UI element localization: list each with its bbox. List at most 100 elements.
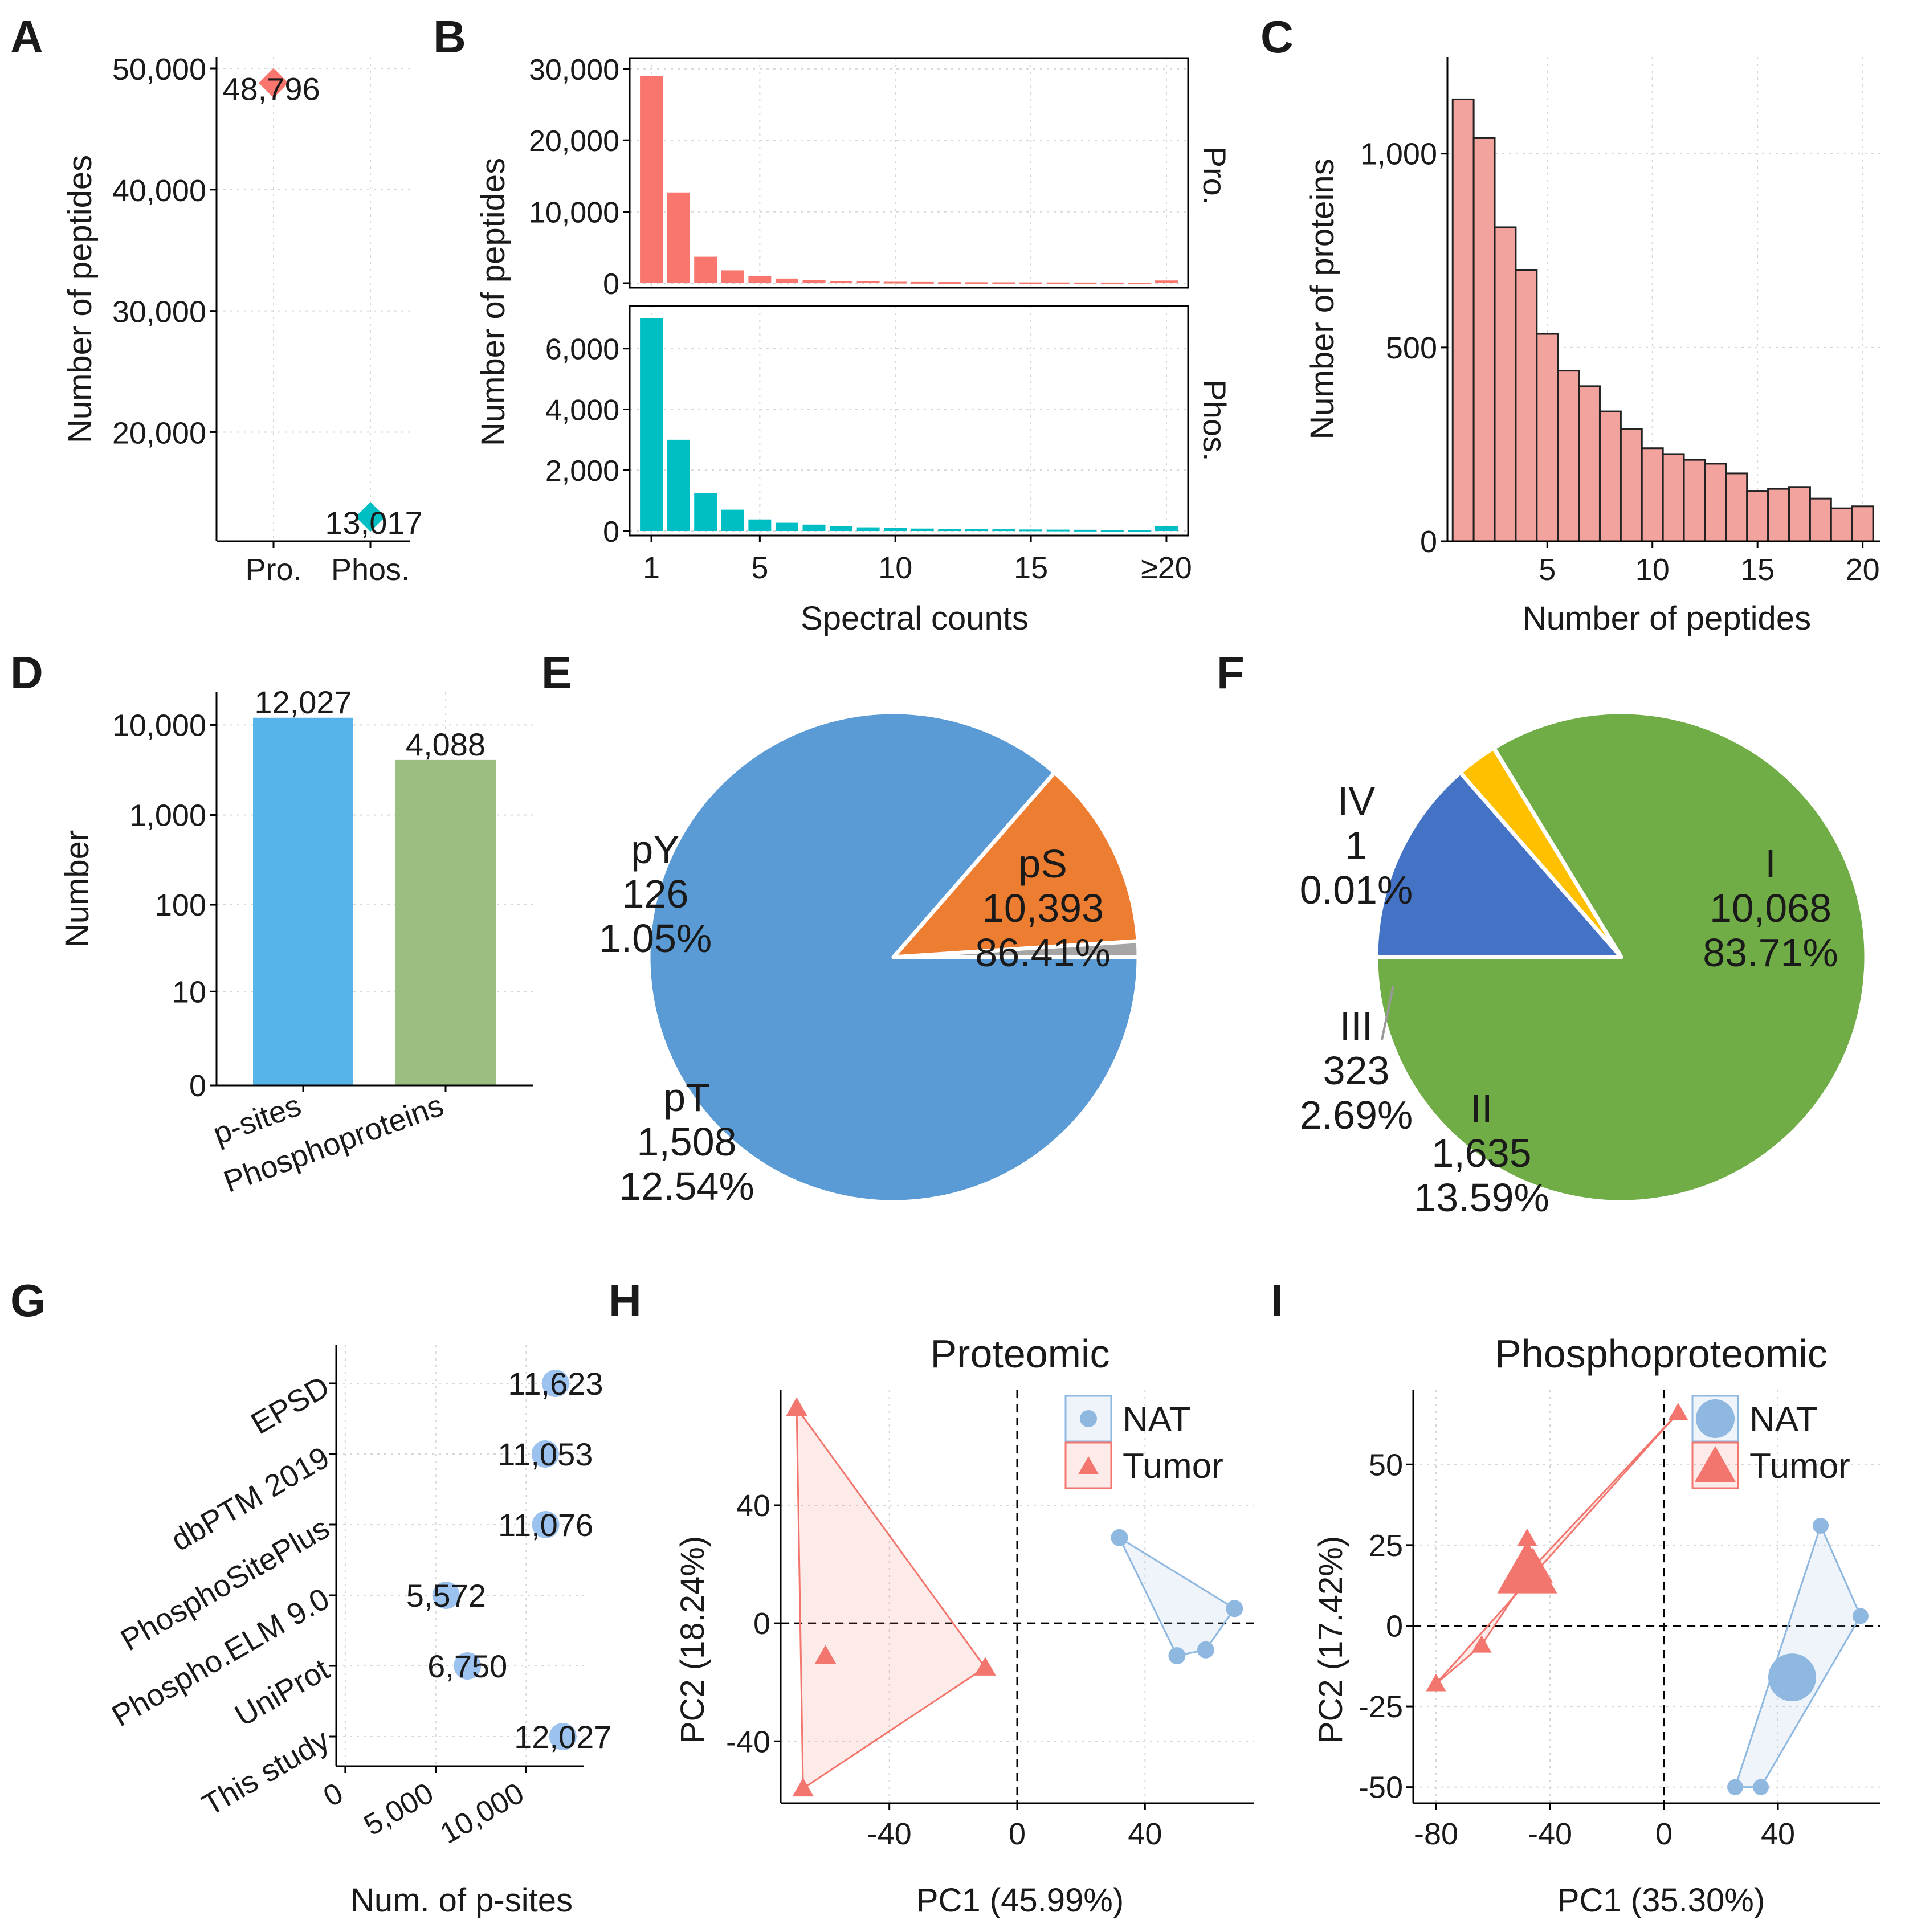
- panel-i-y-label: PC2 (17.42%): [1312, 1536, 1349, 1743]
- panel-b-bar-phos: [992, 529, 1015, 532]
- panel-f-label-pct: 83.71%: [1703, 930, 1838, 975]
- panel-h-x-tick-label: 0: [1009, 1817, 1026, 1851]
- panel-h-legend-label-tumor: Tumor: [1123, 1447, 1223, 1486]
- panel-letter-b: B: [433, 11, 466, 62]
- panel-b-bar-pro: [884, 281, 907, 284]
- panel-a-chart: 20,000 30,000 40,000 50,000 Pro. Phos. 48,79…: [62, 52, 423, 587]
- panel-i-point-nat: [1753, 1779, 1769, 1795]
- panel-e-label-name: pY: [631, 827, 680, 872]
- panel-g-value-label: 6,750: [427, 1648, 507, 1684]
- panel-b-bar-phos: [1046, 529, 1070, 532]
- panel-e-label-name: pS: [1018, 842, 1067, 886]
- panel-a-y-tick-label: 20,000: [112, 416, 206, 450]
- panel-i-point-nat: [1768, 1653, 1816, 1702]
- panel-g-value-label: 5,572: [406, 1578, 486, 1614]
- panel-g-point: [454, 1652, 482, 1680]
- panel-f-label-count: 1: [1345, 823, 1368, 868]
- panel-c-bar: [1746, 490, 1769, 542]
- panel-c-bar: [1641, 447, 1664, 542]
- panel-b-bar-pro: [640, 76, 663, 283]
- panel-b-bar-phos: [965, 529, 988, 531]
- panel-g-x-label: Num. of p-sites: [350, 1882, 573, 1919]
- panel-b-bar-pro: [992, 282, 1015, 284]
- panel-h-point-tumor: [814, 1645, 837, 1664]
- panel-h-x-tick-label: 40: [1128, 1817, 1162, 1851]
- panel-b-x-tick-label: 1: [643, 551, 660, 585]
- panel-g-x-tick-label: 10,000: [435, 1776, 530, 1851]
- panel-a-points: 48,796 13,017: [222, 68, 423, 541]
- panel-h-x-tick-label: -40: [867, 1817, 912, 1851]
- panel-g-x-tick-label: 0: [318, 1776, 349, 1813]
- panel-b-bar-pro: [1019, 282, 1043, 284]
- panel-g-grid: [336, 1345, 584, 1766]
- panel-g-y-tick-label: EPSD: [246, 1370, 335, 1441]
- panel-g-point: [541, 1370, 569, 1397]
- panel-c-bar: [1557, 370, 1580, 542]
- panel-c-y-label: Number of proteins: [1304, 158, 1341, 439]
- panel-a-y-tick-label: 40,000: [112, 174, 206, 208]
- panel-a-y-tick-label: 50,000: [112, 52, 206, 87]
- panel-b-bar-phos: [721, 509, 744, 531]
- panel-d-value-label: 12,027: [254, 684, 352, 720]
- panel-i-point-nat: [1727, 1779, 1743, 1795]
- panel-b-y-tick-label: 20,000: [529, 125, 619, 158]
- panel-b-x-tick-label: 10: [878, 551, 912, 585]
- panel-letter-a: A: [10, 11, 43, 62]
- panel-h-point-nat: [1226, 1600, 1243, 1618]
- panel-e-label-pct: 12.54%: [619, 1164, 754, 1208]
- panel-c-bar: [1809, 497, 1832, 542]
- panel-h-legend-symbol-tumor: [1078, 1456, 1099, 1474]
- panel-b-y-tick-label: 0: [603, 516, 619, 549]
- panel-i-y-tick-label: -25: [1359, 1690, 1403, 1724]
- panel-b-bar-pro: [1155, 280, 1178, 283]
- panel-d-y-tick-label: 1,000: [129, 799, 206, 833]
- panel-b-y-tick-label: 30,000: [529, 54, 619, 87]
- panel-b-bar-phos: [1074, 529, 1097, 532]
- panel-d-y-axis: 0 10 100 1,000 10,000: [112, 708, 217, 1103]
- panel-d-value-label: 4,088: [406, 726, 486, 762]
- panel-b-y-tick-label: 4,000: [545, 394, 619, 427]
- panel-h-point-nat: [1111, 1529, 1128, 1546]
- panel-h-hull-nat: [1117, 1535, 1236, 1657]
- panel-b-x-label: Spectral counts: [801, 600, 1029, 637]
- panel-f-label-count: 323: [1323, 1048, 1390, 1093]
- panel-c-y-tick-label: 0: [1420, 525, 1437, 559]
- panel-b-bar-phos: [1128, 530, 1151, 532]
- panel-c-bar: [1851, 505, 1874, 542]
- panel-b-bar-phos: [1100, 530, 1124, 532]
- panel-b-bar-pro: [1046, 282, 1070, 284]
- panel-h-y-label: PC2 (18.24%): [674, 1536, 711, 1743]
- panel-e-slice-pt: [891, 770, 1140, 959]
- panel-i-point-tumor: [1471, 1635, 1492, 1653]
- panel-b-x-tick-label: 5: [751, 551, 768, 585]
- panel-h-title: Proteomic: [930, 1331, 1109, 1376]
- panel-letter-g: G: [10, 1275, 46, 1326]
- panel-letter-e: E: [541, 647, 572, 698]
- panel-b-phos-facet: 0 2,000 4,000 6,000: [545, 305, 1189, 549]
- panel-c-bar: [1494, 226, 1517, 542]
- panel-f-label-name: III: [1340, 1004, 1373, 1048]
- panel-e-label-count: 10,393: [982, 886, 1104, 930]
- panel-i-y-tick-label: 50: [1369, 1448, 1403, 1482]
- panel-i-legend-label-nat: NAT: [1749, 1400, 1817, 1439]
- panel-a-y-axis: 20,000 30,000 40,000 50,000: [112, 52, 217, 450]
- panel-i-x-tick-label: 40: [1761, 1817, 1795, 1851]
- panel-d-bar-p-sites: [253, 717, 353, 1085]
- panel-b-bar-pro: [694, 256, 717, 283]
- panel-g-value-label: 11,623: [508, 1366, 603, 1402]
- panel-letter-h: H: [609, 1275, 642, 1326]
- panel-a-y-label: Number of peptides: [62, 155, 99, 443]
- panel-f-label-pct: 2.69%: [1300, 1093, 1413, 1137]
- panel-letter-c: C: [1261, 11, 1294, 62]
- panel-i-point-nat: [1853, 1608, 1869, 1624]
- panel-e-pie: [646, 710, 1141, 1204]
- panel-b-y-tick-label: 0: [603, 268, 619, 301]
- panel-h-chart: -40 0 40 -40 0 40 NAT Tumor Proteomic PC2 (18.2…: [674, 1331, 1254, 1919]
